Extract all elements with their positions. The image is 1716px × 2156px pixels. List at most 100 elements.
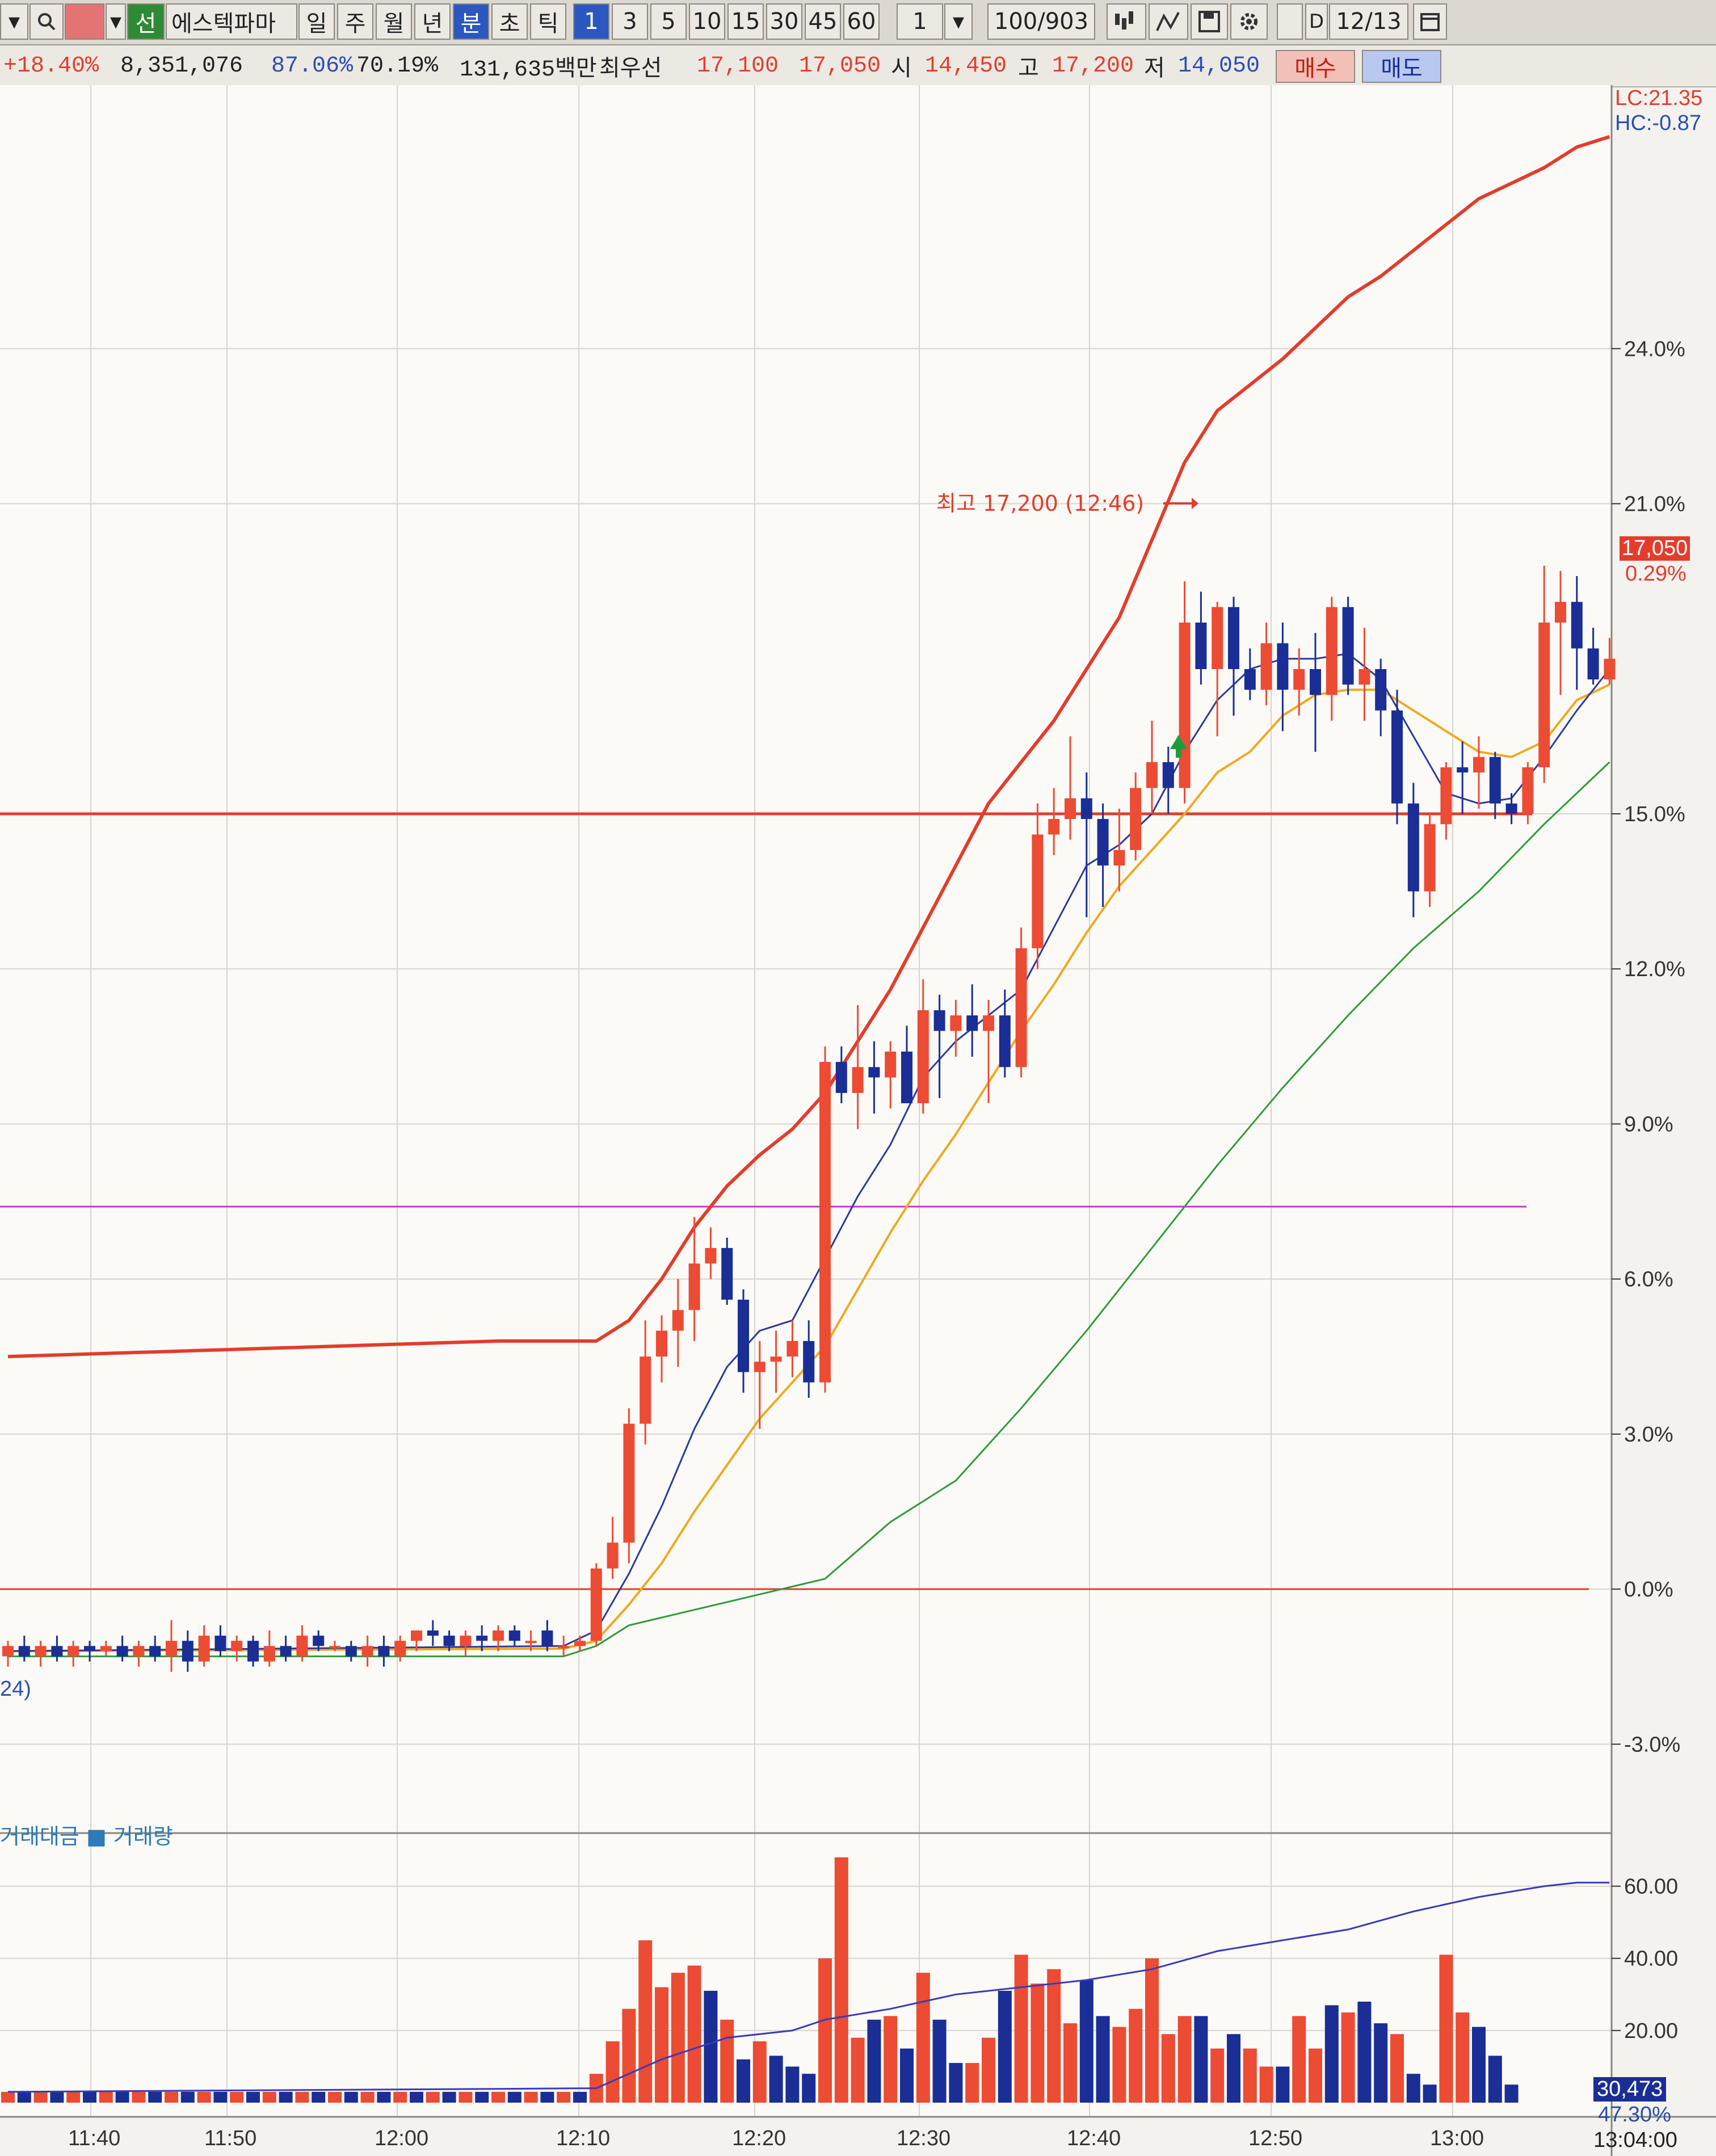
volume-bars — [1, 1857, 1610, 2103]
candle-body — [1310, 669, 1321, 695]
candle-body — [329, 1646, 340, 1649]
candle-body — [361, 1646, 373, 1657]
volume-bar — [66, 2091, 81, 2103]
last-price-percent: 0.29% — [1625, 562, 1686, 586]
candle-body — [1326, 607, 1338, 695]
chart-tools-icon[interactable] — [1107, 3, 1146, 40]
candle-body — [901, 1051, 912, 1104]
candle-body — [1228, 607, 1239, 669]
volume-bar — [818, 1958, 832, 2103]
volume-bar — [916, 1973, 930, 2103]
volume-bar — [1047, 1969, 1061, 2103]
volume-bar — [344, 2091, 358, 2103]
candle-body — [1195, 623, 1207, 669]
high-annotation: 최고 17,200 (12:46) — [936, 491, 1198, 758]
volume-bar — [1014, 1955, 1028, 2103]
date-field[interactable]: 12/13 — [1329, 3, 1408, 40]
open-price: 14,450 — [925, 53, 1007, 79]
period-button[interactable]: 분 — [453, 3, 489, 40]
search-icon[interactable] — [30, 3, 64, 40]
checkbox[interactable] — [1277, 3, 1303, 40]
period-button[interactable]: 일 — [298, 3, 335, 40]
period-button[interactable]: 월 — [376, 3, 412, 40]
volume-bar — [1243, 2048, 1257, 2103]
menu-dropdown-icon[interactable]: ▾ — [0, 3, 28, 40]
minute-button[interactable]: 45 — [805, 3, 841, 40]
buy-button[interactable]: 매수 — [1276, 50, 1355, 83]
price-tick-label: 9.0% — [1624, 1112, 1673, 1136]
period-button[interactable]: 틱 — [530, 3, 566, 40]
period-button[interactable]: 초 — [491, 3, 528, 40]
volume-bar — [262, 2091, 276, 2103]
candle-body — [1097, 819, 1109, 866]
volume-bar — [1488, 2056, 1502, 2103]
candle-body — [263, 1646, 275, 1662]
minute-button[interactable]: 15 — [727, 3, 764, 40]
sell-button[interactable]: 매도 — [1362, 50, 1441, 83]
lc-readout: LC:21.35 — [1615, 86, 1703, 110]
volume-bar — [1079, 1980, 1093, 2103]
time-tick-label: 12:30 — [897, 2126, 950, 2150]
save-glyph-icon — [1198, 11, 1220, 32]
minute-button[interactable]: 1 — [573, 3, 609, 40]
save-icon[interactable] — [1191, 3, 1228, 40]
candle-body — [1457, 767, 1469, 773]
stock-code-dropdown-icon[interactable]: ▾ — [106, 3, 126, 40]
volume-bar — [99, 2091, 113, 2103]
minute-button[interactable]: 3 — [612, 3, 648, 40]
candle-body — [1489, 757, 1501, 804]
chart-tools-glyph-icon — [1115, 11, 1133, 30]
price-tick-label: 21.0% — [1624, 493, 1685, 516]
code-box[interactable]: D — [1305, 3, 1328, 40]
candle-body — [443, 1636, 455, 1646]
candle-body — [35, 1646, 47, 1657]
candle-body — [378, 1646, 390, 1657]
volume-bar — [622, 2008, 636, 2103]
stock-name-field[interactable]: 에스텍파마 — [166, 3, 297, 40]
volume-bar — [1210, 2048, 1225, 2103]
candle-body — [705, 1248, 717, 1264]
candle-body — [345, 1646, 357, 1657]
minute-button[interactable]: 5 — [650, 3, 687, 40]
candle-body — [493, 1630, 504, 1641]
candle-body — [1080, 798, 1092, 819]
drawing-icon[interactable] — [1149, 3, 1188, 40]
best-label: 최우선 — [599, 57, 662, 83]
count-dropdown-icon[interactable]: ▾ — [944, 3, 973, 40]
candle-body — [688, 1263, 700, 1310]
volume-bar — [83, 2091, 96, 2103]
candle-body — [770, 1356, 782, 1362]
stock-code-box[interactable] — [65, 3, 104, 40]
minute-button[interactable]: 60 — [843, 3, 880, 40]
high-annotation-arrowhead — [1192, 498, 1198, 509]
volume-bar — [540, 2091, 554, 2103]
candle-body — [803, 1340, 815, 1382]
view-range-field[interactable]: 100/903 — [987, 3, 1095, 40]
volume-bar — [17, 2091, 31, 2103]
minute-button[interactable]: 30 — [766, 3, 802, 40]
volume-bar — [115, 2091, 129, 2103]
signal-up-arrow-icon — [1170, 735, 1187, 758]
rate1-value: 87.06% — [271, 53, 354, 79]
candle-body — [198, 1636, 210, 1662]
volume-bar — [573, 2091, 587, 2103]
prefix-button[interactable]: 선 — [127, 3, 165, 40]
candle-body — [166, 1641, 177, 1657]
volume-bar — [867, 2019, 881, 2103]
candle-body — [476, 1636, 488, 1641]
price-chart[interactable]: 24.0% 21.0% 15.0% 12.0% 9.0% 6.0% 3.0% 0.0% -3.0… — [0, 85, 1716, 2156]
chart-grid — [0, 85, 1716, 2156]
volume-bar — [557, 2091, 571, 2103]
volume-tick-label: 40.00 — [1624, 1947, 1678, 1971]
period-button[interactable]: 년 — [414, 3, 451, 40]
count-input[interactable]: 1 — [897, 3, 943, 40]
volume-bar — [900, 2048, 914, 2103]
volume-bar — [1063, 2023, 1077, 2103]
candle-body — [656, 1330, 667, 1357]
calendar-icon[interactable] — [1413, 3, 1447, 40]
candle-body — [1162, 762, 1174, 788]
period-button[interactable]: 주 — [337, 3, 373, 40]
low-price: 14,050 — [1178, 53, 1260, 79]
settings-icon[interactable] — [1230, 3, 1268, 40]
minute-button[interactable]: 10 — [689, 3, 725, 40]
